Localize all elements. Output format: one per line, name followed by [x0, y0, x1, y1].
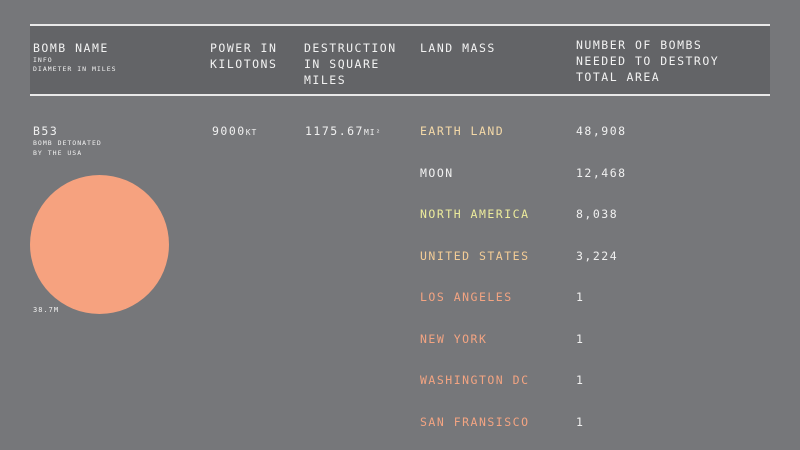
- header-land-mass-line1: LAND MASS: [420, 41, 496, 55]
- header-power: POWER IN KILOTONS: [210, 40, 277, 72]
- header-bomb-count-line2: NEEDED TO DESTROY: [576, 54, 720, 68]
- blast-diameter-circle: [30, 175, 169, 314]
- table-header: [30, 24, 770, 96]
- land-mass-name: LOS ANGELES: [420, 290, 513, 304]
- bombs-needed-count: 1: [576, 414, 585, 429]
- bombs-needed-count: 1: [576, 331, 585, 346]
- header-power-line1: POWER IN: [210, 41, 278, 55]
- header-bomb-name: BOMB NAME INFO DIAMETER IN MILES: [33, 40, 117, 74]
- header-land-mass: LAND MASS: [420, 40, 496, 56]
- header-bomb-count: NUMBER OF BOMBS NEEDED TO DESTROY TOTAL …: [576, 37, 719, 85]
- land-mass-name: SAN FRANSISCO: [420, 414, 530, 429]
- bomb-power: 9000KT: [212, 124, 257, 140]
- land-mass-name: EARTH LAND: [420, 124, 505, 138]
- bombs-needed-count: 8,038: [576, 207, 619, 221]
- bomb-description-line1: BOMB DETONATED: [33, 139, 102, 147]
- header-power-line2: KILOTONS: [210, 57, 278, 71]
- header-bomb-count-line3: TOTAL AREA: [576, 70, 661, 84]
- bombs-needed-count: 48,908: [576, 124, 627, 138]
- bomb-name: B53: [33, 124, 59, 138]
- land-mass-name: WASHINGTON DC: [420, 373, 530, 387]
- bombs-needed-count: 1: [576, 290, 585, 304]
- header-diameter-label: DIAMETER IN MILES: [33, 65, 117, 73]
- bomb-description-line2: BY THE USA: [33, 149, 83, 157]
- header-destruction-line2: IN SQUARE: [304, 57, 380, 71]
- header-destruction: DESTRUCTION IN SQUARE MILES: [304, 40, 397, 88]
- bomb-power-value: 9000: [212, 124, 246, 138]
- header-destruction-line3: MILES: [304, 73, 347, 87]
- bombs-needed-count: 12,468: [576, 165, 627, 180]
- bombs-needed-count: 1: [576, 373, 585, 387]
- header-bomb-count-line1: NUMBER OF BOMBS: [576, 38, 703, 52]
- bomb-destruction-unit: MI²: [363, 128, 382, 137]
- land-mass-name: NORTH AMERICA: [420, 207, 530, 221]
- bomb-destruction: 1175.67MI²: [305, 124, 381, 140]
- bomb-power-unit: KT: [245, 128, 258, 137]
- land-mass-name: NEW YORK: [420, 331, 488, 346]
- bomb-destruction-value: 1175.67: [305, 124, 364, 138]
- bombs-needed-count: 3,224: [576, 248, 619, 263]
- header-destruction-line1: DESTRUCTION: [304, 41, 397, 55]
- header-info-label: INFO: [33, 56, 53, 64]
- bomb-description: BOMB DETONATED BY THE USA: [33, 138, 143, 158]
- blast-diameter-label: 38.7M: [33, 306, 60, 314]
- header-bomb-name-title: BOMB NAME: [33, 41, 109, 55]
- land-mass-name: UNITED STATES: [420, 248, 530, 263]
- land-mass-name: MOON: [420, 165, 454, 180]
